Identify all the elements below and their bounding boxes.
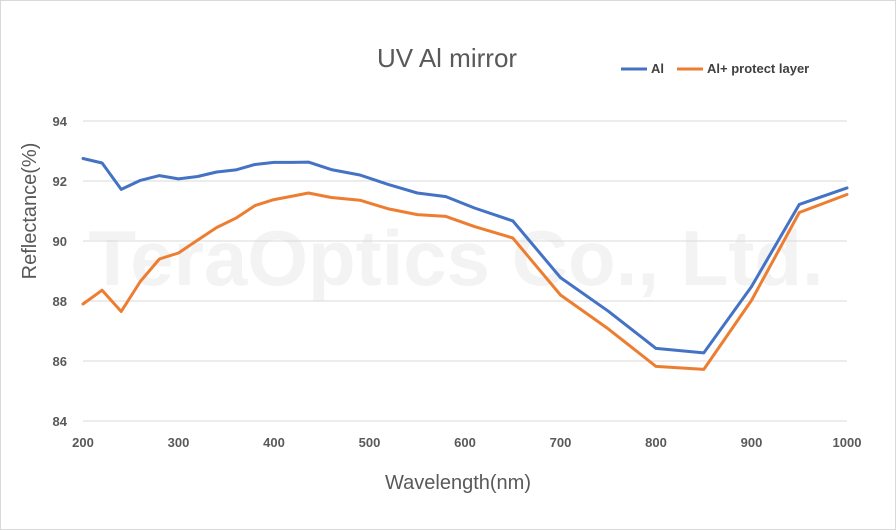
y-axis-title: Reflectance(%)	[19, 143, 41, 280]
x-tick-400: 400	[263, 435, 285, 450]
x-tick-700: 700	[550, 435, 572, 450]
series-line-al-protect-layer	[81, 191, 849, 371]
series-line-al	[81, 157, 849, 355]
x-tick-500: 500	[359, 435, 381, 450]
x-tick-800: 800	[645, 435, 667, 450]
x-tick-300: 300	[168, 435, 190, 450]
gridlines	[83, 120, 847, 422]
x-tick-labels: 200 300 400 500 600 700 800 900 1000	[72, 435, 861, 450]
y-tick-88: 88	[53, 294, 67, 309]
x-tick-600: 600	[454, 435, 476, 450]
legend-label-al: Al	[651, 61, 664, 76]
x-axis-title: Wavelength(nm)	[385, 472, 531, 494]
y-tick-92: 92	[53, 174, 67, 189]
chart-title: UV Al mirror	[377, 43, 517, 73]
legend: Al Al+ protect layer	[621, 61, 809, 76]
series-layer	[81, 157, 849, 371]
y-tick-labels: 84 86 88 90 92 94	[53, 114, 68, 429]
watermark-text: TeraOptics Co., Ltd.	[88, 214, 823, 302]
y-tick-90: 90	[53, 234, 67, 249]
x-tick-1000: 1000	[833, 435, 862, 450]
y-tick-86: 86	[53, 354, 67, 369]
x-tick-200: 200	[72, 435, 94, 450]
legend-label-al-protect-layer: Al+ protect layer	[707, 61, 809, 76]
y-tick-84: 84	[53, 414, 68, 429]
x-tick-900: 900	[741, 435, 763, 450]
y-tick-94: 94	[53, 114, 68, 129]
